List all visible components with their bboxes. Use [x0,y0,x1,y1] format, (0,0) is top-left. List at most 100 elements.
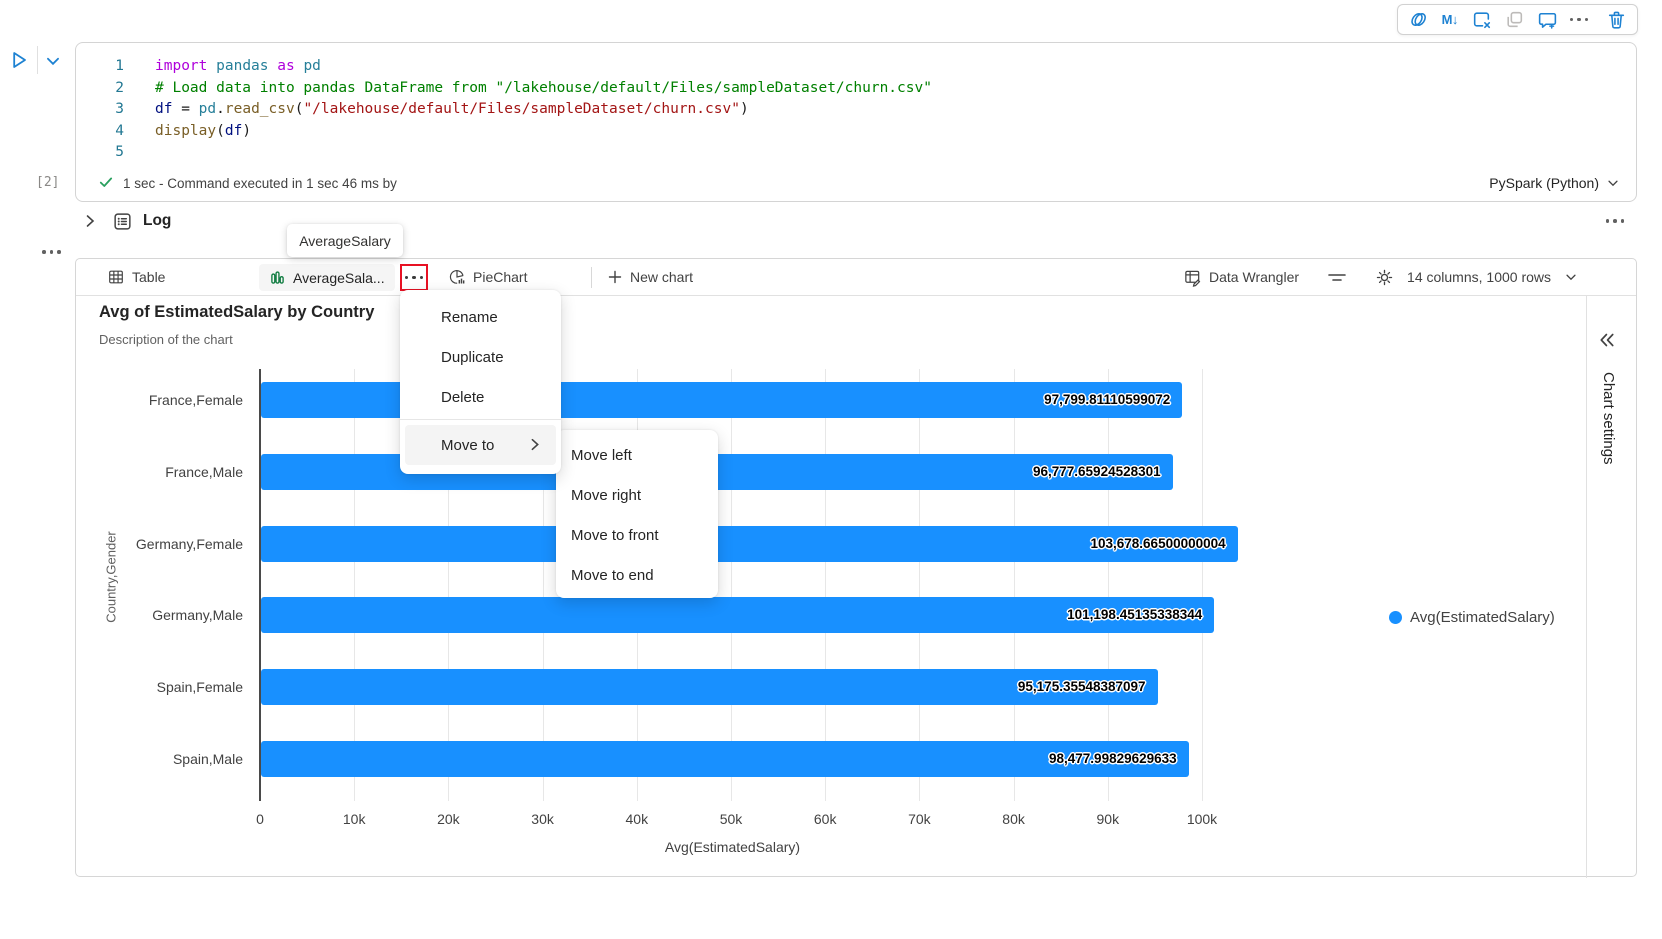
line-number: 4 [115,122,124,139]
new-chart-label: New chart [630,269,694,285]
bar[interactable] [261,525,1238,562]
move-to-submenu: Move left Move right Move to front Move to … [556,430,718,598]
bar-value-label: 97,799.81110599072 [1044,392,1171,407]
columns-rows-info[interactable]: 14 columns, 1000 rows [1407,269,1551,285]
table-icon [109,270,123,284]
gridline [542,369,544,801]
tab-divider [591,267,592,288]
settings-gear-icon[interactable] [1375,268,1394,287]
x-tick-label: 20k [437,811,460,827]
filter-icon[interactable] [1326,268,1348,286]
menu-item-move-to[interactable]: Move to [405,425,556,465]
tab-table[interactable]: Table [107,259,165,295]
code-text: # Load data into pandas DataFrame from "… [155,79,932,96]
code-cell[interactable]: 1 import pandas as pd 2 # Load data into pa… [75,42,1637,202]
tooltip-averagesalary: AverageSalary [287,224,403,257]
x-tick-label: 80k [1002,811,1025,827]
status-check-icon [98,174,114,193]
menu-item-move-to-label: Move to [441,436,495,454]
menu-item-duplicate[interactable]: Duplicate [441,349,504,366]
pie-chart-icon [449,270,465,284]
submenu-chevron-icon [526,436,543,457]
gridline [825,369,827,801]
y-axis-label: Germany,Female [135,535,243,552]
duplicate-cell-button[interactable] [1504,9,1525,31]
code-line: 1 import pandas as pd [76,56,1636,78]
code-text: import pandas as pd [155,58,321,74]
line-number: 5 [115,144,124,160]
bar-value-label: 96,777.65924528301 [1033,463,1161,479]
menu-item-delete[interactable]: Delete [441,389,485,406]
tab-bar-right-group: Data Wrangler 14 columns, 1000 rows [1183,259,1578,295]
log-more-button[interactable] [1605,219,1624,223]
cell-toolbar: M↓ [1397,4,1638,35]
copilot-button[interactable] [1408,9,1429,31]
plus-icon [608,270,622,284]
collapse-panel-icon[interactable] [1596,329,1618,351]
gutter-divider [37,46,38,74]
x-tick-label: 60k [813,811,837,827]
x-tick-label: 100k [1186,811,1218,827]
gridline [1202,369,1203,801]
submenu-item-move-to-end[interactable]: Move to end [571,567,654,584]
bar-chart-icon [271,271,284,284]
tab-averagesalary[interactable]: AverageSala... [259,264,395,291]
code-line: 3 df = pd.read_csv("/lakehouse/default/Fi… [76,99,1636,121]
bar[interactable] [261,669,1158,706]
log-label: Log [143,212,172,229]
comment-button[interactable] [1537,9,1558,31]
bar[interactable] [261,741,1189,777]
y-axis-label: Spain,Female [156,679,243,696]
code-line: 2 # Load data into pandas DataFrame from … [76,78,1636,100]
x-tick-label: 70k [908,811,931,827]
tab-piechart[interactable]: PieChart [448,259,527,295]
bar-value-label: 98,477.99829629633 [1049,751,1177,766]
context-menu: Rename Duplicate Delete Move to [400,290,561,474]
log-section-header: Log [82,206,1638,236]
code-lines[interactable]: 1 import pandas as pd 2 # Load data into pa… [76,43,1636,164]
gridline [919,369,921,801]
gridline [1107,369,1109,801]
data-wrangler-label: Data Wrangler [1209,269,1300,285]
data-wrangler-button[interactable]: Data Wrangler [1183,259,1299,295]
gridline [1013,369,1015,801]
tab-more-button[interactable] [400,264,428,291]
tab-table-label: Table [132,269,166,285]
submenu-item-move-to-front[interactable]: Move to front [571,527,659,544]
clear-cell-button[interactable] [1471,9,1492,31]
more-dots-icon [404,275,424,280]
cell-more-button[interactable] [42,250,61,254]
kernel-chevron-icon [1608,180,1618,187]
code-text: df = pd.read_csv("/lakehouse/default/Fil… [155,101,749,117]
log-expand-chevron-icon[interactable] [82,213,98,229]
delete-cell-button[interactable] [1606,9,1627,31]
to-markdown-button[interactable]: M↓ [1441,12,1459,27]
y-axis-label: Germany,Male [152,607,243,624]
tab-averagesalary-label: AverageSala... [293,269,385,286]
line-number: 1 [115,58,124,74]
submenu-item-move-right[interactable]: Move right [571,487,642,504]
run-options-chevron-icon[interactable] [44,52,62,70]
x-tick-label: 40k [625,811,649,827]
gridline [731,369,732,801]
run-cell-button[interactable] [7,48,31,72]
code-line: 4 display(df) [76,121,1636,143]
kernel-selector[interactable]: PySpark (Python) [1489,175,1620,191]
x-axis-title: Avg(EstimatedSalary) [664,839,801,855]
new-chart-button[interactable]: New chart [607,259,693,295]
cell-status-bar: 1 sec - Command executed in 1 sec 46 ms … [76,169,1636,197]
menu-item-rename[interactable]: Rename [441,309,498,326]
results-tab-bar: Table AverageSala... PieChart [76,259,1636,296]
submenu-item-move-left[interactable]: Move left [571,447,632,464]
columns-chevron-icon[interactable] [1564,270,1578,284]
legend[interactable]: Avg(EstimatedSalary) [1389,605,1555,629]
execution-status: 1 sec - Command executed in 1 sec 46 ms … [123,175,397,191]
gridline [448,369,450,801]
more-options-button[interactable] [1569,9,1588,31]
chart-settings-label[interactable]: Chart settings [1600,372,1617,465]
x-tick-label: 0 [256,811,264,827]
x-tick-label: 10k [342,811,366,827]
log-icon [112,211,133,232]
bar[interactable] [261,597,1215,634]
